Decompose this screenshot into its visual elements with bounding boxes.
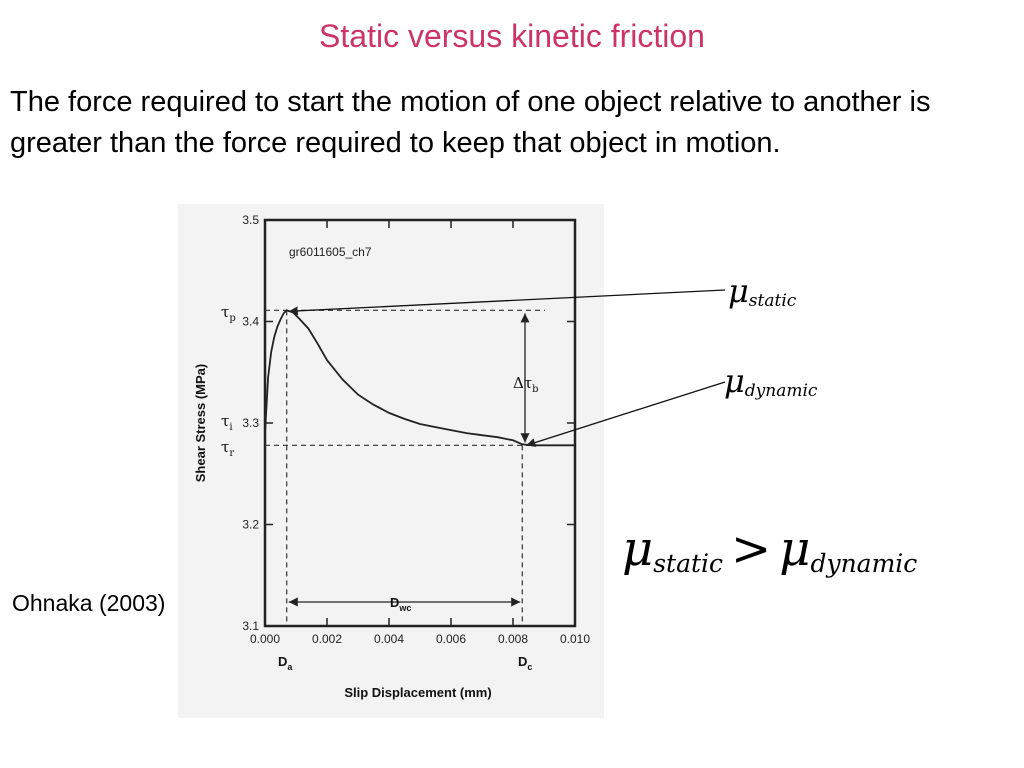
y-tick-label: 3.4 (242, 315, 259, 329)
d-a-label: Da (278, 654, 293, 672)
d-wc-label: Dwc (390, 595, 411, 613)
tau-i-label: τi (221, 412, 233, 433)
slide-body-text: The force required to start the motion o… (10, 86, 931, 159)
delta-tau-b-label: Δτb (513, 374, 539, 395)
y-tick-label: 3.1 (242, 619, 259, 633)
y-axis-title: Shear Stress (MPa) (193, 364, 208, 483)
panel-label: gr6011605_ch7 (289, 245, 372, 259)
tau-r-label: τr (221, 438, 234, 459)
friction-inequality: μstatic > μdynamic (622, 521, 917, 578)
y-tick-label: 3.5 (242, 213, 259, 227)
shear-stress-curve (264, 309, 575, 447)
scanned-figure-background (178, 204, 604, 718)
slide-title: Static versus kinetic friction (319, 18, 705, 54)
y-tick-label: 3.2 (242, 518, 259, 532)
x-tick-label: 0.008 (498, 632, 528, 646)
axis-ticks (264, 219, 576, 627)
mu-static-pointer-arrow (288, 289, 726, 316)
y-tick-label: 3.3 (242, 416, 259, 430)
citation: Ohnaka (2003) (12, 590, 166, 616)
tau-p-label: τp (221, 303, 236, 324)
x-tick-label: 0.006 (436, 632, 466, 646)
x-tick-label: 0.000 (250, 632, 280, 646)
y-tick-labels: 3.1 3.2 3.3 3.4 3.5 (242, 213, 259, 633)
mu-dynamic-label: μdynamic (724, 362, 818, 401)
x-tick-label: 0.002 (312, 632, 342, 646)
x-tick-label: 0.004 (374, 632, 404, 646)
mu-dynamic-pointer-arrow (526, 381, 726, 447)
d-c-label: Dc (518, 654, 532, 672)
plot-frame (263, 218, 577, 628)
x-tick-label: 0.010 (560, 632, 590, 646)
x-tick-labels: 0.000 0.002 0.004 0.006 0.008 0.010 (250, 632, 590, 646)
x-axis-title: Slip Displacement (mm) (344, 685, 491, 700)
mu-static-label: μstatic (728, 272, 797, 311)
